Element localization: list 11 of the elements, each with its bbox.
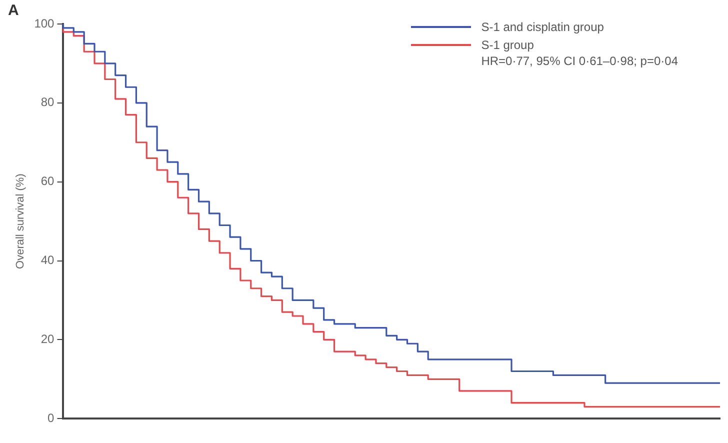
y-tick-label: 0 — [48, 410, 55, 425]
y-tick-label: 80 — [40, 95, 55, 110]
annotation: HR=0·77, 95% CI 0·61–0·98; p=0·04 — [481, 54, 678, 68]
legend-label: S-1 group — [481, 38, 534, 52]
y-tick-label: 20 — [40, 332, 55, 346]
text: A — [8, 2, 19, 19]
y-tick-label: 60 — [40, 174, 55, 188]
legend-label: S-1 and cisplatin group — [481, 20, 604, 34]
y-tick-label: 40 — [40, 253, 55, 268]
y-axis-title: Overall survival (%) — [14, 174, 27, 269]
y-tick-label: 100 — [34, 16, 55, 30]
